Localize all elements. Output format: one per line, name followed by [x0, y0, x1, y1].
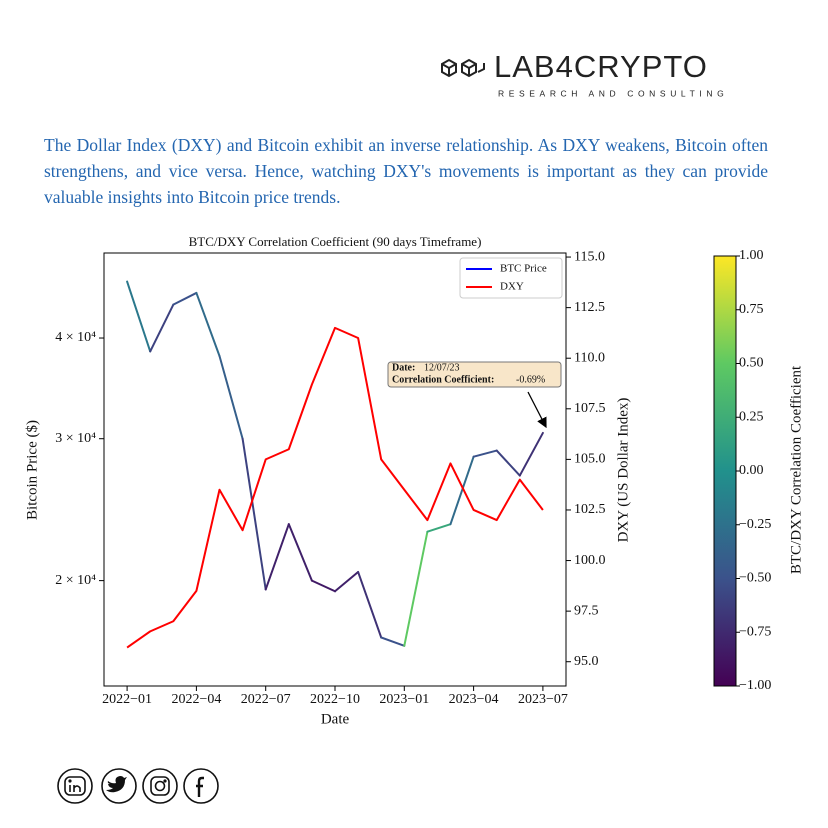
colorbar-tick-label: −1.00 — [739, 678, 771, 693]
y2-tick-label: 97.5 — [574, 603, 599, 618]
colorbar-tick-label: 0.00 — [739, 463, 764, 478]
btc-segment — [126, 280, 152, 353]
logo-icon — [441, 58, 485, 78]
x-tick-label: 2022−01 — [102, 692, 152, 707]
tagline: RESEARCH AND CONSULTING — [498, 88, 728, 98]
btc-segment — [310, 579, 336, 593]
colorbar-tick-label: −0.75 — [739, 624, 771, 639]
legend-label: BTC Price — [500, 263, 547, 275]
btc-segment — [241, 437, 267, 591]
btc-segment — [195, 291, 221, 357]
btc-segment — [149, 303, 175, 353]
y-axis-label: Bitcoin Price ($) — [24, 420, 40, 520]
btc-segment — [403, 530, 429, 647]
colorbar-tick-label: −0.50 — [739, 571, 771, 586]
btc-segment — [287, 523, 313, 582]
x-tick-label: 2023−04 — [449, 692, 499, 707]
x-tick-label: 2023−01 — [379, 692, 429, 707]
btc-segment — [472, 449, 498, 458]
y2-tick-label: 105.0 — [574, 452, 606, 467]
btc-segment — [495, 449, 521, 477]
social-icons — [57, 768, 219, 804]
y2-tick-label: 110.0 — [574, 350, 605, 365]
colorbar-label: BTC/DXY Correlation Coefficient — [788, 365, 804, 574]
colorbar-tick-label: −0.25 — [739, 517, 771, 532]
btc-segment — [518, 431, 544, 477]
btc-segment — [380, 636, 406, 647]
btc-segment — [357, 570, 383, 639]
colorbar-tick-label: 1.00 — [739, 248, 764, 263]
colorbar-tick-label: 0.25 — [739, 409, 764, 424]
btc-segment — [264, 523, 290, 591]
dxy-line — [126, 326, 544, 649]
annotation-date-label: Date: — [392, 362, 415, 373]
x-axis-label: Date — [321, 711, 350, 727]
btc-segment — [172, 291, 198, 306]
x-tick-label: 2022−04 — [171, 692, 221, 707]
y2-tick-label: 107.5 — [574, 401, 606, 416]
x-tick-label: 2022−10 — [310, 692, 360, 707]
x-tick-label: 2023−07 — [518, 692, 568, 707]
annotation-coef-label: Correlation Coefficient: — [392, 374, 494, 385]
btc-segment — [449, 455, 475, 526]
intro-text: The Dollar Index (DXY) and Bitcoin exhib… — [44, 135, 768, 207]
btc-segment — [426, 523, 452, 533]
y-tick-label: 3 × 10⁴ — [55, 431, 96, 446]
colorbar-tick-label: 0.75 — [739, 302, 764, 317]
colorbar-tick-label: 0.50 — [739, 356, 764, 371]
annotation-box — [387, 361, 562, 388]
y2-tick-label: 115.0 — [574, 249, 605, 264]
x-tick-label: 2022−07 — [241, 692, 291, 707]
y2-tick-label: 95.0 — [574, 654, 599, 669]
btc-segment — [334, 570, 360, 593]
legend-label: DXY — [500, 281, 524, 293]
btc-segment — [218, 354, 244, 440]
annotation-arrow — [527, 391, 547, 429]
brand: LAB4CRYPTO — [494, 49, 708, 84]
chart-title: BTC/DXY Correlation Coefficient (90 days… — [189, 234, 482, 249]
y2-tick-label: 102.5 — [574, 502, 606, 517]
y2-axis-label: DXY (US Dollar Index) — [615, 398, 631, 543]
colorbar — [713, 255, 737, 687]
y-tick-label: 4 × 10⁴ — [55, 330, 96, 345]
y-tick-label: 2 × 10⁴ — [55, 573, 96, 588]
annotation-coef: -0.69% — [516, 374, 545, 385]
y2-tick-label: 112.5 — [574, 300, 605, 315]
annotation-date: 12/07/23 — [424, 362, 460, 373]
y2-tick-label: 100.0 — [574, 553, 606, 568]
